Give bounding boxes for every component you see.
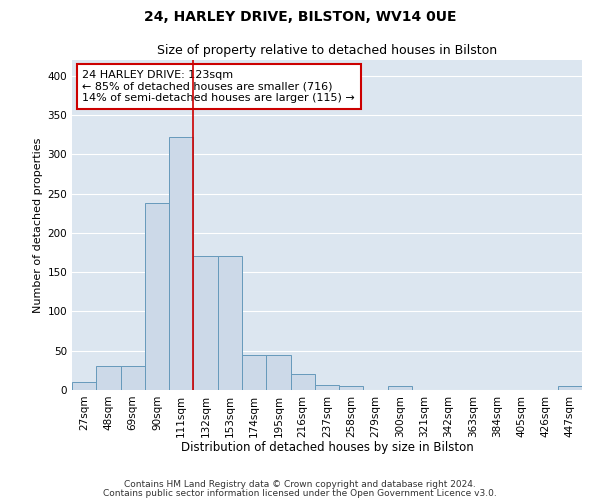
Bar xyxy=(169,137,193,390)
Bar xyxy=(315,384,339,390)
Bar xyxy=(339,386,364,390)
Title: Size of property relative to detached houses in Bilston: Size of property relative to detached ho… xyxy=(157,44,497,58)
Bar xyxy=(193,256,218,390)
Bar xyxy=(145,203,169,390)
Text: 24, HARLEY DRIVE, BILSTON, WV14 0UE: 24, HARLEY DRIVE, BILSTON, WV14 0UE xyxy=(144,10,456,24)
Text: Contains public sector information licensed under the Open Government Licence v3: Contains public sector information licen… xyxy=(103,489,497,498)
Bar xyxy=(218,256,242,390)
Text: Contains HM Land Registry data © Crown copyright and database right 2024.: Contains HM Land Registry data © Crown c… xyxy=(124,480,476,489)
Bar xyxy=(242,354,266,390)
Bar xyxy=(96,366,121,390)
Text: 24 HARLEY DRIVE: 123sqm
← 85% of detached houses are smaller (716)
14% of semi-d: 24 HARLEY DRIVE: 123sqm ← 85% of detache… xyxy=(82,70,355,103)
Bar xyxy=(72,382,96,390)
Bar xyxy=(388,386,412,390)
Bar xyxy=(558,386,582,390)
Bar xyxy=(290,374,315,390)
Bar xyxy=(266,354,290,390)
Y-axis label: Number of detached properties: Number of detached properties xyxy=(33,138,43,312)
Bar xyxy=(121,366,145,390)
X-axis label: Distribution of detached houses by size in Bilston: Distribution of detached houses by size … xyxy=(181,441,473,454)
